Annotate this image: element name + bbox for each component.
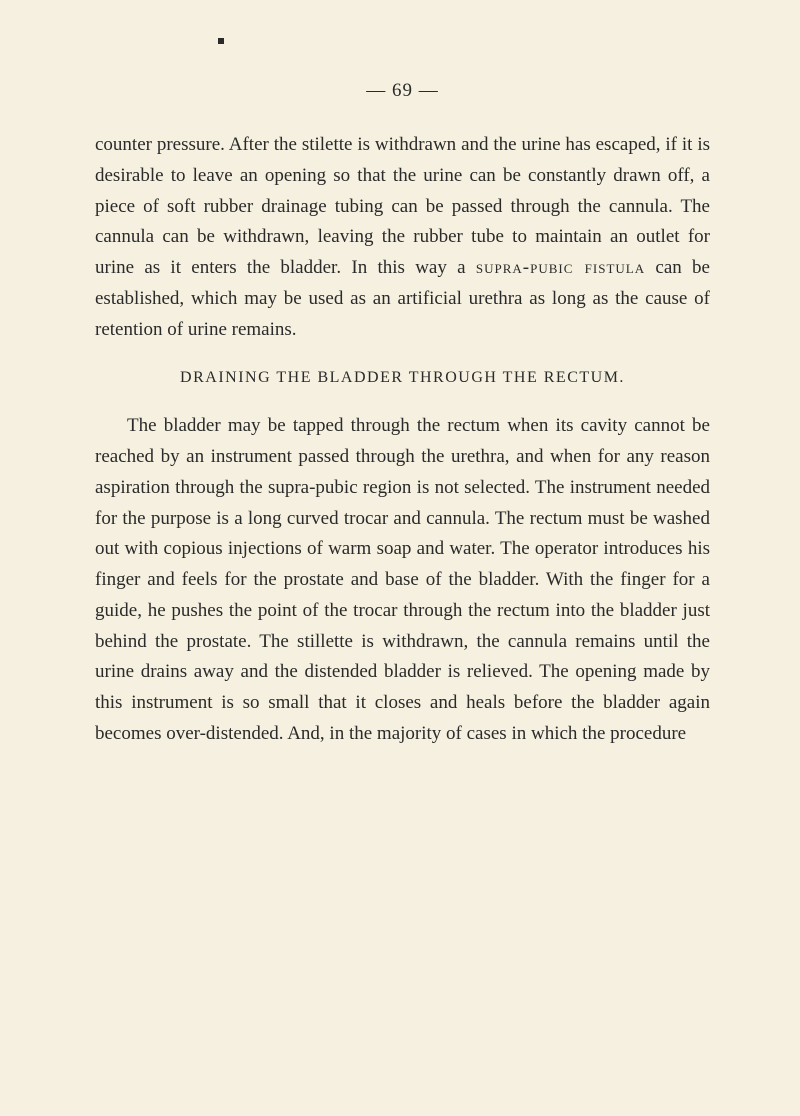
paragraph-1: counter pressure. After the stilette is … xyxy=(95,130,710,345)
paragraph-2: The bladder may be tapped through the re… xyxy=(95,411,710,749)
paragraph-1-smallcaps: supra-pubic fistula xyxy=(476,257,645,278)
section-heading: DRAINING THE BLADDER THROUGH THE RECTUM. xyxy=(95,369,710,387)
page-number: — 69 — xyxy=(95,80,710,102)
decorative-mark xyxy=(218,38,224,44)
